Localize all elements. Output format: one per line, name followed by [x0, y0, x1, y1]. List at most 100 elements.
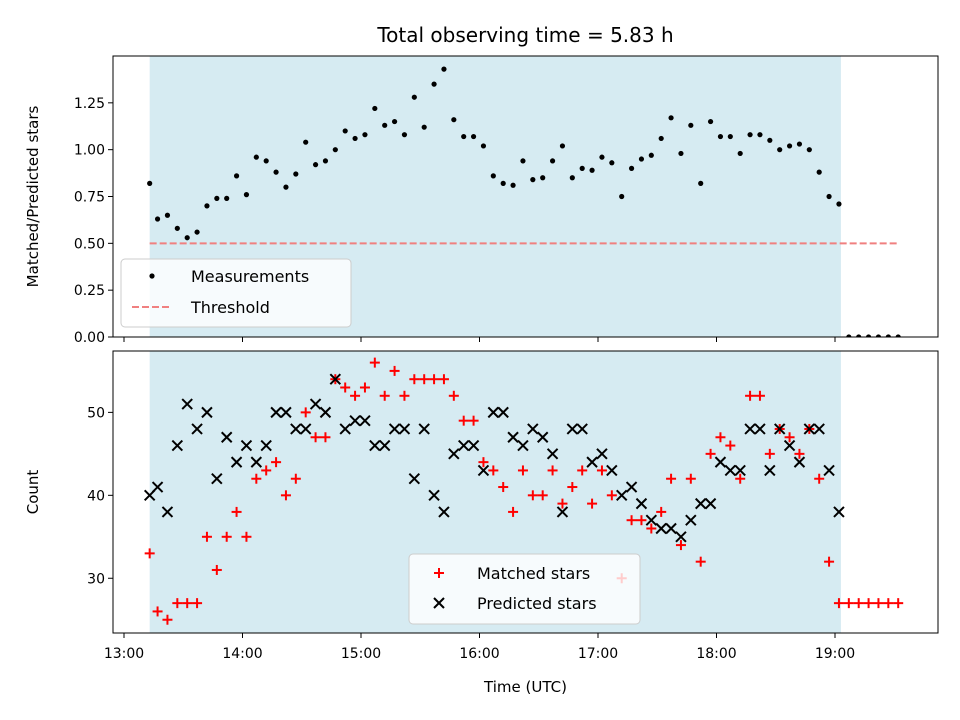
matched-star-point	[873, 598, 884, 609]
predicted-star-point	[161, 506, 174, 518]
predicted-star-point	[428, 489, 440, 502]
matched-star-point	[320, 432, 331, 443]
predicted-star-point	[833, 506, 845, 518]
matched-star-point	[547, 465, 558, 476]
y-axis-label: Count	[24, 470, 42, 515]
measurement-point	[204, 203, 210, 209]
measurement-point	[510, 182, 516, 188]
measurement-point	[490, 173, 496, 179]
matched-star-point	[893, 598, 904, 609]
matched-star-point	[843, 598, 854, 609]
y-tick-label-0: 30	[87, 571, 105, 587]
matched-star-point	[517, 465, 528, 476]
measurement-point	[549, 158, 556, 164]
measurement-point	[609, 160, 615, 166]
measurement-point	[154, 216, 161, 222]
matched-star-point	[705, 448, 716, 459]
predicted-star-point	[793, 456, 806, 468]
measurement-point	[283, 184, 289, 190]
predicted-star-point	[260, 439, 272, 452]
legend-measurements-label: Measurements	[191, 267, 309, 286]
measurement-point	[431, 81, 437, 87]
matched-star-point	[478, 457, 489, 468]
matched-star-point	[527, 490, 538, 501]
measurement-point	[500, 180, 506, 186]
matched-star-point	[557, 498, 568, 509]
measurement-point	[796, 141, 803, 147]
predicted-star-point	[191, 423, 203, 435]
measurement-point	[233, 173, 240, 179]
measurement-point	[322, 158, 329, 164]
y-tick-label-2: 0.50	[74, 236, 105, 252]
matched-star-point	[745, 390, 756, 401]
top-panel: 0.00 0.25 0.50 0.75 1.00 1.25 Total observing …	[24, 23, 939, 346]
predicted-star-point	[211, 473, 223, 485]
x-tick-label-4: 17:00	[578, 646, 618, 662]
matched-star-point	[656, 506, 667, 517]
measurement-point	[599, 154, 605, 160]
measurement-point	[678, 150, 684, 157]
predicted-star-point	[754, 423, 766, 435]
matched-star-point	[606, 490, 617, 501]
measurement-point	[263, 158, 269, 164]
predicted-star-point	[556, 506, 569, 518]
measurement-point	[243, 192, 250, 198]
measurement-point	[895, 334, 901, 337]
measurement-point	[865, 334, 872, 337]
matched-star-point	[419, 374, 430, 385]
matched-star-point	[241, 531, 252, 542]
matched-star-point	[409, 374, 420, 385]
measurement-point	[214, 195, 220, 201]
matched-star-point	[172, 598, 183, 609]
measurement-point	[411, 94, 417, 100]
predicted-star-point	[546, 448, 559, 460]
measurement-point	[382, 122, 388, 128]
matched-star-point	[350, 390, 361, 401]
measurement-point	[470, 133, 477, 140]
measurement-point	[727, 133, 733, 140]
axes-frame	[112, 55, 939, 338]
measurement-point	[698, 180, 704, 186]
measurement-point	[826, 193, 832, 200]
matched-star-point	[201, 531, 212, 542]
matched-star-point	[853, 598, 864, 609]
predicted-star-point	[487, 406, 500, 419]
matched-star-point	[488, 465, 499, 476]
measurement-point	[589, 167, 595, 173]
predicted-star-point	[507, 431, 519, 443]
predicted-star-point	[290, 423, 302, 435]
predicted-star-point	[576, 423, 588, 435]
matched-star-point	[211, 564, 222, 575]
measurement-point	[757, 132, 763, 138]
predicted-star-point	[655, 522, 667, 535]
matched-star-point	[883, 598, 894, 609]
predicted-star-point	[606, 464, 618, 477]
y-tick-label-4: 1.00	[74, 143, 105, 159]
predicted-star-point	[240, 439, 253, 452]
measurement-point	[786, 143, 793, 149]
measurement-point	[352, 135, 358, 142]
measurement-point	[707, 118, 714, 125]
predicted-star-point	[803, 423, 816, 435]
predicted-star-point	[171, 439, 184, 452]
matched-star-point	[794, 448, 805, 459]
predicted-star-point	[813, 423, 825, 435]
predicted-star-point	[457, 439, 470, 452]
predicted-star-point	[299, 423, 312, 435]
measurement-point	[885, 334, 891, 337]
x-tick-label-2: 15:00	[341, 646, 381, 662]
predicted-star-point	[665, 522, 677, 535]
measurement-point	[253, 154, 259, 160]
matched-star-point	[310, 432, 321, 443]
matched-star-point	[508, 506, 519, 517]
predicted-star-point	[536, 431, 549, 443]
x-axis-label: Time (UTC)	[483, 678, 567, 696]
predicted-star-point	[635, 497, 648, 510]
measurement-point	[836, 201, 842, 207]
measurement-point	[846, 334, 852, 337]
predicted-star-point	[201, 406, 213, 419]
predicted-star-point	[625, 481, 638, 493]
measurement-point	[391, 118, 398, 125]
predicted-star-point	[438, 506, 450, 518]
